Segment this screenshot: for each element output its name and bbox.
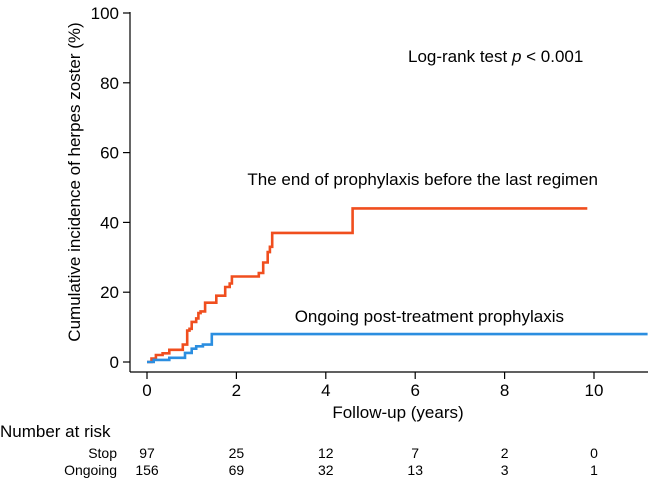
- risk-value: 13: [407, 462, 423, 478]
- risk-row-label: Ongoing: [64, 462, 117, 478]
- annotation-prefix: Log-rank test: [408, 47, 512, 66]
- series-line-ongoing: [147, 332, 648, 364]
- x-tick-label: 8: [500, 381, 509, 400]
- series-lines: [147, 207, 648, 364]
- annotation-suffix: < 0.001: [521, 47, 583, 66]
- x-axis-label: Follow-up (years): [332, 403, 463, 422]
- series-label-ongoing: Ongoing post-treatment prophylaxis: [295, 307, 564, 326]
- risk-value: 69: [229, 462, 245, 478]
- risk-value: 156: [135, 462, 159, 478]
- risk-value: 32: [318, 462, 334, 478]
- log-rank-annotation: Log-rank test p < 0.001: [408, 47, 583, 66]
- risk-value: 0: [590, 445, 598, 461]
- x-tick-label: 4: [321, 381, 330, 400]
- y-tick-label: 0: [110, 353, 119, 372]
- risk-table-title: Number at risk: [0, 422, 111, 441]
- risk-row-label: Stop: [88, 445, 117, 461]
- y-axis-label: Cumulative incidence of herpes zoster (%…: [65, 22, 84, 341]
- annotation-p-italic: p: [511, 47, 521, 66]
- x-tick-label: 10: [585, 381, 604, 400]
- risk-value: 25: [229, 445, 245, 461]
- series-line-stop: [147, 207, 588, 364]
- risk-value: 7: [411, 445, 419, 461]
- axes: 0 20 40 60 80 100 0 2 4 6 8 10: [91, 4, 648, 400]
- risk-table: Stop 97 25 12 7 2 0 Ongoing 156 69 32 13 3 1: [64, 445, 598, 478]
- x-tick-label: 0: [142, 381, 151, 400]
- y-tick-label: 20: [100, 283, 119, 302]
- risk-value: 12: [318, 445, 334, 461]
- y-tick-label: 80: [100, 74, 119, 93]
- y-tick-label: 60: [100, 144, 119, 163]
- risk-value: 97: [139, 445, 155, 461]
- x-tick-label: 2: [232, 381, 241, 400]
- y-tick-label: 40: [100, 213, 119, 232]
- risk-value: 1: [590, 462, 598, 478]
- risk-value: 2: [501, 445, 509, 461]
- x-tick-label: 6: [410, 381, 419, 400]
- series-label-stop: The end of prophylaxis before the last r…: [247, 170, 598, 189]
- risk-value: 3: [501, 462, 509, 478]
- y-tick-label: 100: [91, 4, 119, 23]
